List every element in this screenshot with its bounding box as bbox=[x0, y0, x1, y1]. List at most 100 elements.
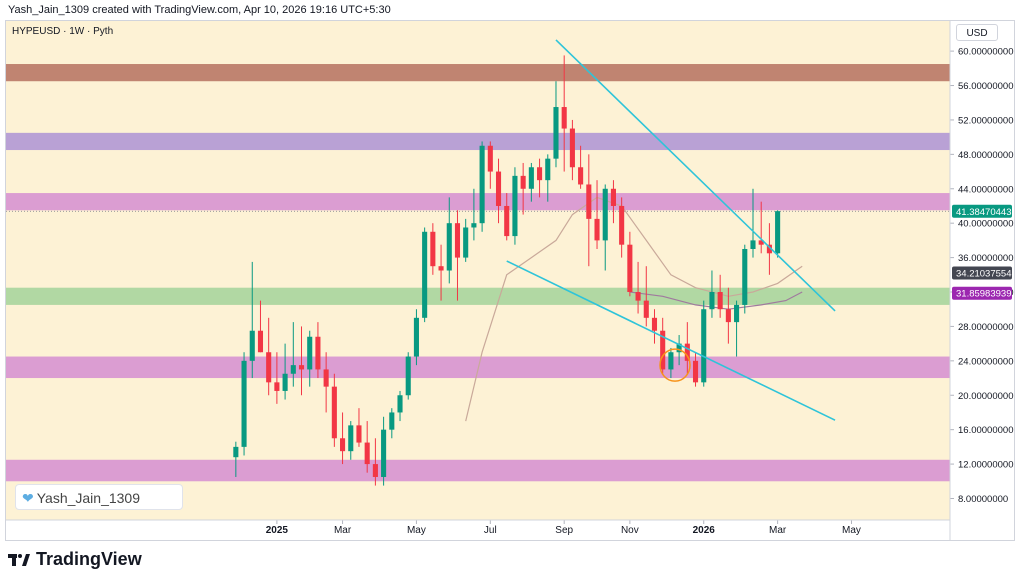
x-tick-label: Jul bbox=[484, 525, 497, 536]
price-tag-ma2 bbox=[952, 286, 1012, 300]
candle-body bbox=[545, 158, 551, 181]
candle-body bbox=[389, 412, 395, 430]
candle-body bbox=[266, 352, 272, 383]
price-tag-ma bbox=[952, 266, 1012, 280]
candle-body bbox=[315, 336, 321, 370]
y-tick-label: 28.00000000 bbox=[958, 322, 1013, 333]
candle-body bbox=[734, 304, 740, 323]
x-tick-label: Mar bbox=[334, 525, 352, 536]
y-tick-label: 52.00000000 bbox=[958, 115, 1013, 126]
candle-body bbox=[356, 425, 362, 443]
candle-body bbox=[397, 395, 403, 413]
x-tick-label: May bbox=[407, 525, 426, 536]
upper-trendline bbox=[555, 39, 836, 312]
x-tick-label: Mar bbox=[769, 525, 787, 536]
y-tick-label: 36.00000000 bbox=[958, 253, 1013, 264]
candle-body bbox=[553, 107, 559, 159]
candle-body bbox=[520, 175, 526, 189]
candle-body bbox=[627, 244, 633, 293]
plot-background bbox=[6, 21, 950, 520]
candle-body bbox=[709, 292, 715, 310]
candle-body bbox=[537, 167, 543, 181]
currency-button[interactable]: USD bbox=[956, 24, 998, 41]
candle-body bbox=[348, 425, 354, 452]
watermark-text: Yash_Jain_1309 bbox=[36, 490, 141, 506]
candle-body bbox=[381, 429, 387, 477]
chart-frame bbox=[5, 20, 1015, 541]
candle-body bbox=[422, 231, 428, 318]
zone-58 bbox=[6, 64, 950, 82]
y-tick-label: 60.00000000 bbox=[958, 47, 1013, 58]
candle-body bbox=[610, 188, 616, 206]
heart-icon: ❤ bbox=[22, 490, 34, 506]
candle-body bbox=[676, 343, 682, 353]
candle-body bbox=[684, 343, 690, 361]
x-tick-label: Nov bbox=[621, 525, 639, 536]
support-circle bbox=[659, 348, 691, 382]
candle-body bbox=[586, 184, 592, 219]
candle-body bbox=[635, 292, 641, 301]
candle-body bbox=[364, 442, 370, 465]
time-axis-panel bbox=[6, 520, 950, 540]
candle-body bbox=[282, 373, 288, 391]
candle-body bbox=[307, 336, 313, 370]
price-tag-last bbox=[952, 204, 1012, 218]
zone-49 bbox=[6, 132, 950, 151]
candle-body bbox=[651, 317, 658, 331]
candle-body bbox=[578, 167, 584, 185]
y-tick-label: 12.00000000 bbox=[958, 460, 1013, 471]
candle-body bbox=[479, 145, 485, 224]
candle-body bbox=[405, 356, 411, 396]
tradingview-footer[interactable]: TradingView bbox=[8, 549, 142, 570]
y-tick-label: 16.00000000 bbox=[958, 425, 1013, 436]
candle-body bbox=[717, 292, 723, 310]
candle-body bbox=[742, 248, 748, 305]
candle-body bbox=[438, 266, 444, 271]
candle-body bbox=[725, 309, 731, 323]
candle-body bbox=[528, 167, 534, 189]
y-tick-label: 24.00000000 bbox=[958, 356, 1013, 367]
x-tick-label: May bbox=[842, 525, 861, 536]
candle-body bbox=[323, 369, 329, 387]
price-tag-ma2-label: 31.85983939 bbox=[956, 289, 1011, 300]
author-watermark: ❤ Yash_Jain_1309 bbox=[15, 484, 183, 510]
candle-body bbox=[463, 227, 469, 258]
candle-body bbox=[750, 240, 756, 249]
candle-body bbox=[495, 171, 502, 206]
chart-caption: Yash_Jain_1309 created with TradingView.… bbox=[8, 4, 391, 16]
y-tick-label: 56.00000000 bbox=[958, 81, 1013, 92]
candle-body bbox=[594, 218, 600, 241]
candle-body bbox=[471, 223, 477, 228]
candle-body bbox=[758, 240, 764, 245]
lower-trendline bbox=[506, 260, 836, 421]
candle-body bbox=[372, 464, 378, 477]
tradingview-logo-icon bbox=[8, 553, 30, 566]
candle-body bbox=[446, 223, 452, 271]
candle-body bbox=[290, 365, 296, 374]
symbol-label[interactable]: HYPEUSD · 1W · Pyth bbox=[12, 26, 114, 37]
y-tick-label: 40.00000000 bbox=[958, 219, 1013, 230]
x-tick-label: 2026 bbox=[693, 525, 716, 536]
footer-brand: TradingView bbox=[36, 549, 142, 569]
price-axis-panel bbox=[950, 21, 1014, 540]
candle-body bbox=[298, 365, 305, 370]
candle-body bbox=[643, 300, 649, 318]
candle-body bbox=[766, 244, 772, 254]
x-tick-label: 2025 bbox=[266, 525, 289, 536]
candle-body bbox=[701, 309, 707, 383]
candle-body bbox=[274, 382, 280, 391]
price-tag-last-label: 41.38470443 bbox=[956, 207, 1011, 218]
candle-body bbox=[619, 205, 625, 245]
candlestick-chart[interactable]: 60.00000000 56.00000000 52.00000000 48.0000… bbox=[6, 21, 1014, 540]
x-tick-label: Sep bbox=[555, 525, 573, 536]
candle-body bbox=[413, 317, 419, 357]
zone-11 bbox=[6, 459, 950, 482]
candle-body bbox=[561, 107, 567, 129]
y-tick-label: 20.00000000 bbox=[958, 391, 1013, 402]
y-tick-label: 44.00000000 bbox=[958, 184, 1013, 195]
candle-body bbox=[340, 438, 346, 452]
y-tick-label: 48.00000000 bbox=[958, 150, 1013, 161]
candle-body bbox=[249, 330, 255, 361]
zone-42 bbox=[6, 193, 950, 211]
candle-body bbox=[430, 231, 436, 267]
